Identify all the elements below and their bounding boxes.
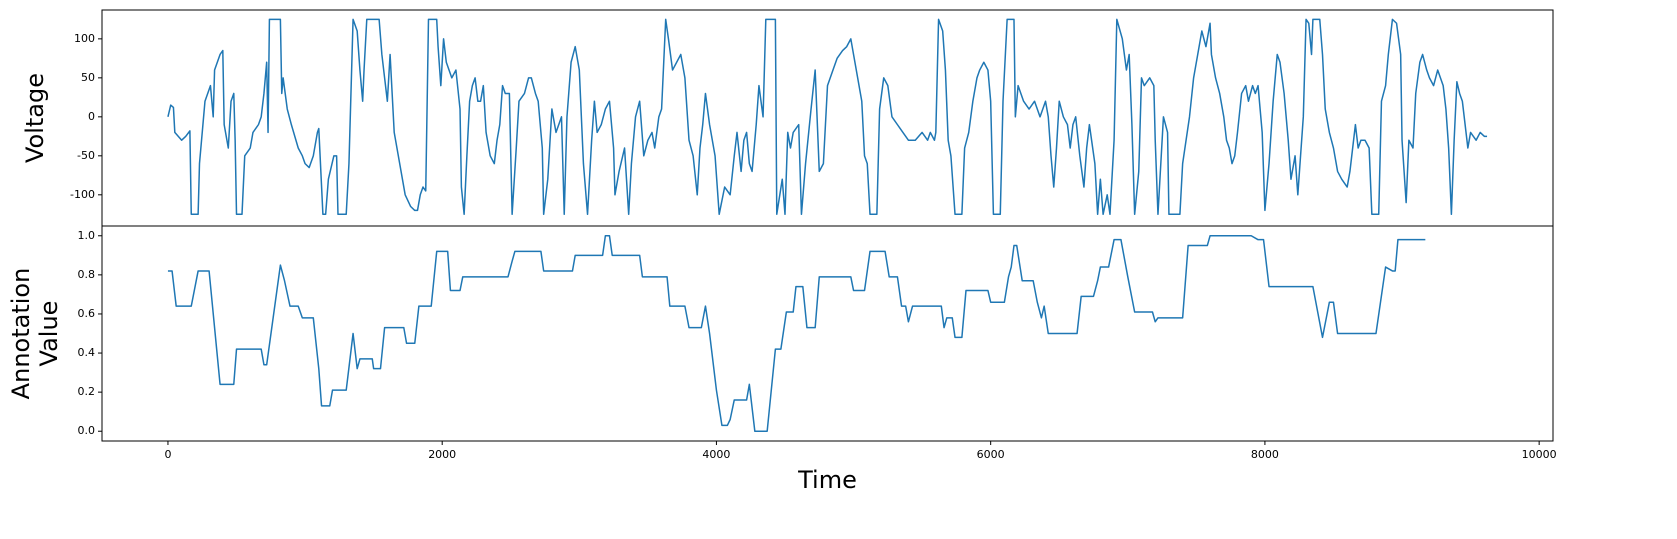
data-line [167, 18, 1488, 216]
x-axis-label: Time [797, 466, 857, 494]
y-tick-label: -50 [77, 149, 95, 162]
axes-frame [101, 225, 1554, 442]
y-tick-label: -100 [70, 188, 95, 201]
data-line [167, 235, 1426, 432]
y-tick-label: 0.8 [78, 268, 96, 281]
y-tick-label: 0.6 [78, 307, 96, 320]
x-tick-label: 10000 [1522, 448, 1557, 461]
y-axis-label: Voltage [21, 73, 49, 163]
y-tick-label: 100 [74, 32, 95, 45]
y-axis-label: AnnotationValue [7, 268, 63, 400]
x-tick-label: 0 [164, 448, 171, 461]
y-axis-label-line: Annotation [7, 268, 35, 400]
y-tick-label: 0.0 [78, 424, 96, 437]
y-tick-label: 0 [88, 110, 95, 123]
x-tick-label: 2000 [428, 448, 456, 461]
y-axis-label-line: Value [35, 301, 63, 367]
x-tick-label: 4000 [702, 448, 730, 461]
y-tick-label: 1.0 [78, 229, 96, 242]
y-tick-label: 0.4 [78, 346, 96, 359]
y-axis-label-line: Voltage [21, 73, 49, 163]
axes-frame [101, 9, 1554, 227]
x-tick-label: 6000 [977, 448, 1005, 461]
x-tick-label: 8000 [1251, 448, 1279, 461]
y-tick-label: 50 [81, 71, 95, 84]
y-tick-label: 0.2 [78, 385, 96, 398]
